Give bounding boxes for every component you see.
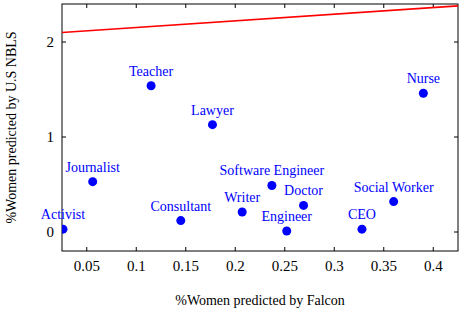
x-tick-label: 0.05: [74, 258, 100, 274]
y-tick: [454, 137, 458, 138]
point-label: Journalist: [65, 160, 120, 175]
point-label: Software Engineer: [220, 163, 325, 178]
x-axis-label: %Women predicted by Falcon: [175, 293, 345, 308]
point-label: Consultant: [150, 199, 211, 214]
point-label: Nurse: [407, 71, 440, 86]
x-tick: [136, 247, 137, 251]
y-axis-label: %Women predicted by U.S NBLS: [4, 31, 19, 223]
y-tick-label: 1: [47, 129, 55, 145]
point: [357, 225, 366, 234]
x-tick: [433, 247, 434, 251]
x-tick-label: 0.15: [173, 258, 199, 274]
point: [282, 227, 291, 236]
x-tick-label: 0.1: [127, 258, 146, 274]
x-tick: [86, 247, 87, 251]
point-label: Writer: [224, 190, 260, 205]
x-tick: [334, 247, 335, 251]
x-tick-label: 0.4: [424, 258, 443, 274]
plot-frame: [62, 4, 458, 251]
y-tick-label: 0: [47, 224, 55, 240]
x-tick: [235, 4, 236, 8]
point-label: Doctor: [284, 183, 323, 198]
x-tick-label: 0.2: [226, 258, 245, 274]
x-tick-label: 0.35: [371, 258, 397, 274]
x-tick: [334, 4, 335, 8]
point-label: Engineer: [261, 209, 312, 224]
point-label: Teacher: [129, 64, 173, 79]
point: [88, 177, 97, 186]
x-tick: [185, 247, 186, 251]
point-label: Lawyer: [191, 103, 234, 118]
x-tick: [284, 4, 285, 8]
x-tick: [235, 247, 236, 251]
reference-line: [62, 6, 458, 33]
chart: 0.05 0.1 0.15 0.2 0.25 0.3 0.35 0.4 0 1 2 %Women pr…: [0, 0, 466, 314]
x-tick-label: 0.25: [272, 258, 298, 274]
x-tick: [185, 4, 186, 8]
marks: [62, 6, 458, 236]
x-tick: [86, 4, 87, 8]
point: [419, 89, 428, 98]
y-tick: [454, 42, 458, 43]
y-tick: [62, 42, 66, 43]
x-tick: [136, 4, 137, 8]
point-label: CEO: [348, 207, 376, 222]
y-tick: [454, 232, 458, 233]
y-tick-label: 2: [47, 34, 55, 50]
point: [62, 225, 67, 234]
point: [147, 81, 156, 90]
point: [389, 197, 398, 206]
x-tick: [383, 4, 384, 8]
point-label: Activist: [41, 207, 85, 222]
point: [238, 208, 247, 217]
y-tick: [62, 137, 66, 138]
x-tick: [284, 247, 285, 251]
x-tick-label: 0.3: [325, 258, 344, 274]
point: [208, 120, 217, 129]
point: [176, 216, 185, 225]
x-tick: [383, 247, 384, 251]
point: [267, 181, 276, 190]
point-label: Social Worker: [354, 180, 434, 195]
